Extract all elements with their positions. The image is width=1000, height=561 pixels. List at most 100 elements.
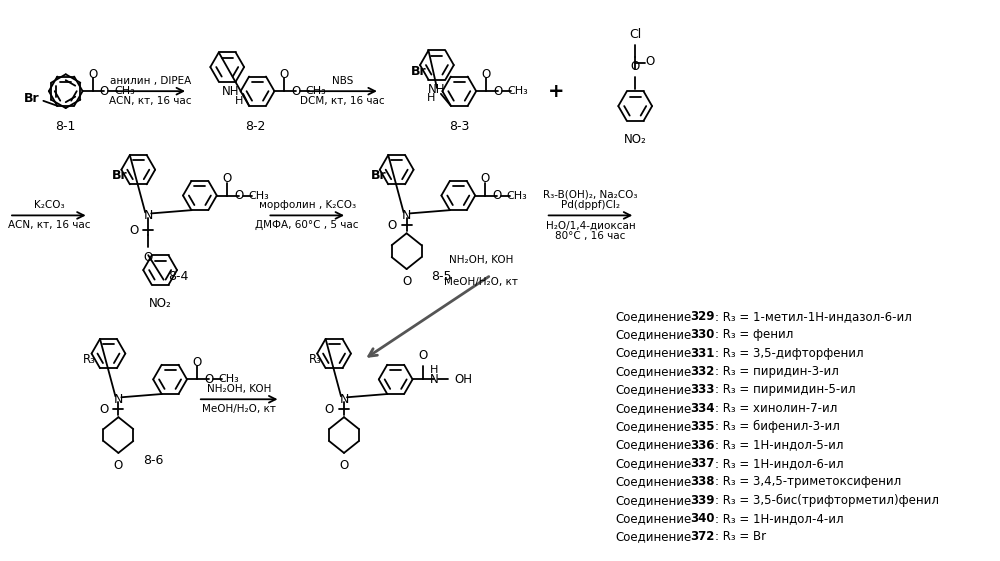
Text: Соединение: Соединение <box>615 383 692 397</box>
Text: 333: 333 <box>690 383 714 397</box>
Text: Br: Br <box>371 169 386 182</box>
Text: O: O <box>234 189 243 202</box>
Text: : R₃ = 1-метил-1H-индазол-6-ил: : R₃ = 1-метил-1H-индазол-6-ил <box>715 310 912 323</box>
Text: 329: 329 <box>690 310 714 323</box>
Text: R₃: R₃ <box>83 353 96 366</box>
Text: N: N <box>339 393 349 406</box>
Text: Соединение: Соединение <box>615 475 692 488</box>
Text: ACN, кт, 16 час: ACN, кт, 16 час <box>8 220 90 231</box>
Text: O: O <box>492 189 502 202</box>
Text: O: O <box>100 85 109 98</box>
Text: ACN, кт, 16 час: ACN, кт, 16 час <box>109 96 192 106</box>
Text: Соединение: Соединение <box>615 310 692 323</box>
Text: Br: Br <box>411 65 426 78</box>
Text: 338: 338 <box>690 475 714 488</box>
Text: O: O <box>387 219 397 232</box>
Text: : R₃ = пиридин-3-ил: : R₃ = пиридин-3-ил <box>715 365 839 378</box>
Text: O: O <box>192 356 202 369</box>
Text: O: O <box>129 224 138 237</box>
Text: O: O <box>204 373 213 386</box>
Text: O: O <box>222 172 231 185</box>
Text: : R₃ = хинолин-7-ил: : R₃ = хинолин-7-ил <box>715 402 837 415</box>
Text: O: O <box>114 459 123 472</box>
Text: Соединение: Соединение <box>615 512 692 525</box>
Text: O: O <box>292 85 301 98</box>
Text: NH: NH <box>222 85 239 98</box>
Text: CH₃: CH₃ <box>248 191 269 200</box>
Text: 80°C , 16 час: 80°C , 16 час <box>555 231 626 241</box>
Text: O: O <box>280 68 289 81</box>
Text: : R₃ = 3,4,5-триметоксифенил: : R₃ = 3,4,5-триметоксифенил <box>715 475 901 488</box>
Text: Pd(dppf)Cl₂: Pd(dppf)Cl₂ <box>561 200 620 210</box>
Text: K₂CO₃: K₂CO₃ <box>34 200 64 210</box>
Text: 8-2: 8-2 <box>245 120 266 133</box>
Text: Br: Br <box>24 93 39 105</box>
Text: : R₃ = фенил: : R₃ = фенил <box>715 328 793 341</box>
Text: H: H <box>427 93 435 103</box>
Text: 8-1: 8-1 <box>56 120 76 133</box>
Text: : R₃ = 3,5-бис(трифторметил)фенил: : R₃ = 3,5-бис(трифторметил)фенил <box>715 494 939 507</box>
Text: O: O <box>493 85 503 98</box>
Text: MeOH/H₂O, кт: MeOH/H₂O, кт <box>444 277 518 287</box>
Text: Соединение: Соединение <box>615 402 692 415</box>
Text: O: O <box>402 275 411 288</box>
Text: анилин , DIPEA: анилин , DIPEA <box>110 76 191 86</box>
Text: 372: 372 <box>690 531 714 544</box>
Text: +: + <box>547 82 564 100</box>
Text: NH₂OH, KOH: NH₂OH, KOH <box>449 255 513 265</box>
Text: O: O <box>144 251 153 264</box>
Text: O: O <box>645 55 654 68</box>
Text: N: N <box>402 209 411 222</box>
Text: O: O <box>339 459 349 472</box>
Text: MeOH/H₂O, кт: MeOH/H₂O, кт <box>202 404 276 414</box>
Text: R₃: R₃ <box>309 353 322 366</box>
Text: 8-6: 8-6 <box>143 454 163 467</box>
Text: CH₃: CH₃ <box>218 374 239 384</box>
Text: : R₃ = Br: : R₃ = Br <box>715 531 766 544</box>
Text: DCM, кт, 16 час: DCM, кт, 16 час <box>300 96 385 106</box>
Text: O: O <box>481 68 491 81</box>
Text: O: O <box>325 403 334 416</box>
Text: 335: 335 <box>690 420 714 433</box>
Text: 334: 334 <box>690 402 714 415</box>
Text: H: H <box>235 96 243 106</box>
Text: 339: 339 <box>690 494 714 507</box>
Text: Соединение: Соединение <box>615 531 692 544</box>
Text: O: O <box>99 403 108 416</box>
Text: 336: 336 <box>690 439 714 452</box>
Text: 330: 330 <box>690 328 714 341</box>
Text: Соединение: Соединение <box>615 328 692 341</box>
Text: : R₃ = 1H-индол-6-ил: : R₃ = 1H-индол-6-ил <box>715 457 843 470</box>
Text: : R₃ = 1H-индол-4-ил: : R₃ = 1H-индол-4-ил <box>715 512 843 525</box>
Text: CH₃: CH₃ <box>114 86 135 96</box>
Text: NH₂OH, KOH: NH₂OH, KOH <box>207 384 271 394</box>
Text: 337: 337 <box>690 457 714 470</box>
Text: ДМФА, 60°C , 5 час: ДМФА, 60°C , 5 час <box>255 220 359 231</box>
Text: H: H <box>430 365 439 375</box>
Text: O: O <box>631 60 640 73</box>
Text: 331: 331 <box>690 347 714 360</box>
Text: Соединение: Соединение <box>615 420 692 433</box>
Text: N: N <box>430 373 439 386</box>
Text: NO₂: NO₂ <box>624 133 647 146</box>
Text: Соединение: Соединение <box>615 457 692 470</box>
Text: NBS: NBS <box>332 76 353 86</box>
Text: : R₃ = бифенил-3-ил: : R₃ = бифенил-3-ил <box>715 420 840 433</box>
Text: O: O <box>480 172 490 185</box>
Text: 8-3: 8-3 <box>449 120 469 133</box>
Text: NO₂: NO₂ <box>149 297 172 310</box>
Text: : R₃ = 1H-индол-5-ил: : R₃ = 1H-индол-5-ил <box>715 439 843 452</box>
Text: Br: Br <box>112 169 128 182</box>
Text: O: O <box>418 350 427 362</box>
Text: NH: NH <box>428 84 446 96</box>
Text: Cl: Cl <box>629 29 641 42</box>
Text: : R₃ = 3,5-дифторфенил: : R₃ = 3,5-дифторфенил <box>715 347 863 360</box>
Text: морфолин , K₂CO₃: морфолин , K₂CO₃ <box>259 200 356 210</box>
Text: CH₃: CH₃ <box>508 86 528 96</box>
Text: CH₃: CH₃ <box>507 191 527 200</box>
Text: H₂O/1,4-диоксан: H₂O/1,4-диоксан <box>546 220 635 231</box>
Text: Соединение: Соединение <box>615 494 692 507</box>
Text: R₃-B(OH)₂, Na₂CO₃: R₃-B(OH)₂, Na₂CO₃ <box>543 190 638 200</box>
Text: Соединение: Соединение <box>615 347 692 360</box>
Text: O: O <box>88 68 97 81</box>
